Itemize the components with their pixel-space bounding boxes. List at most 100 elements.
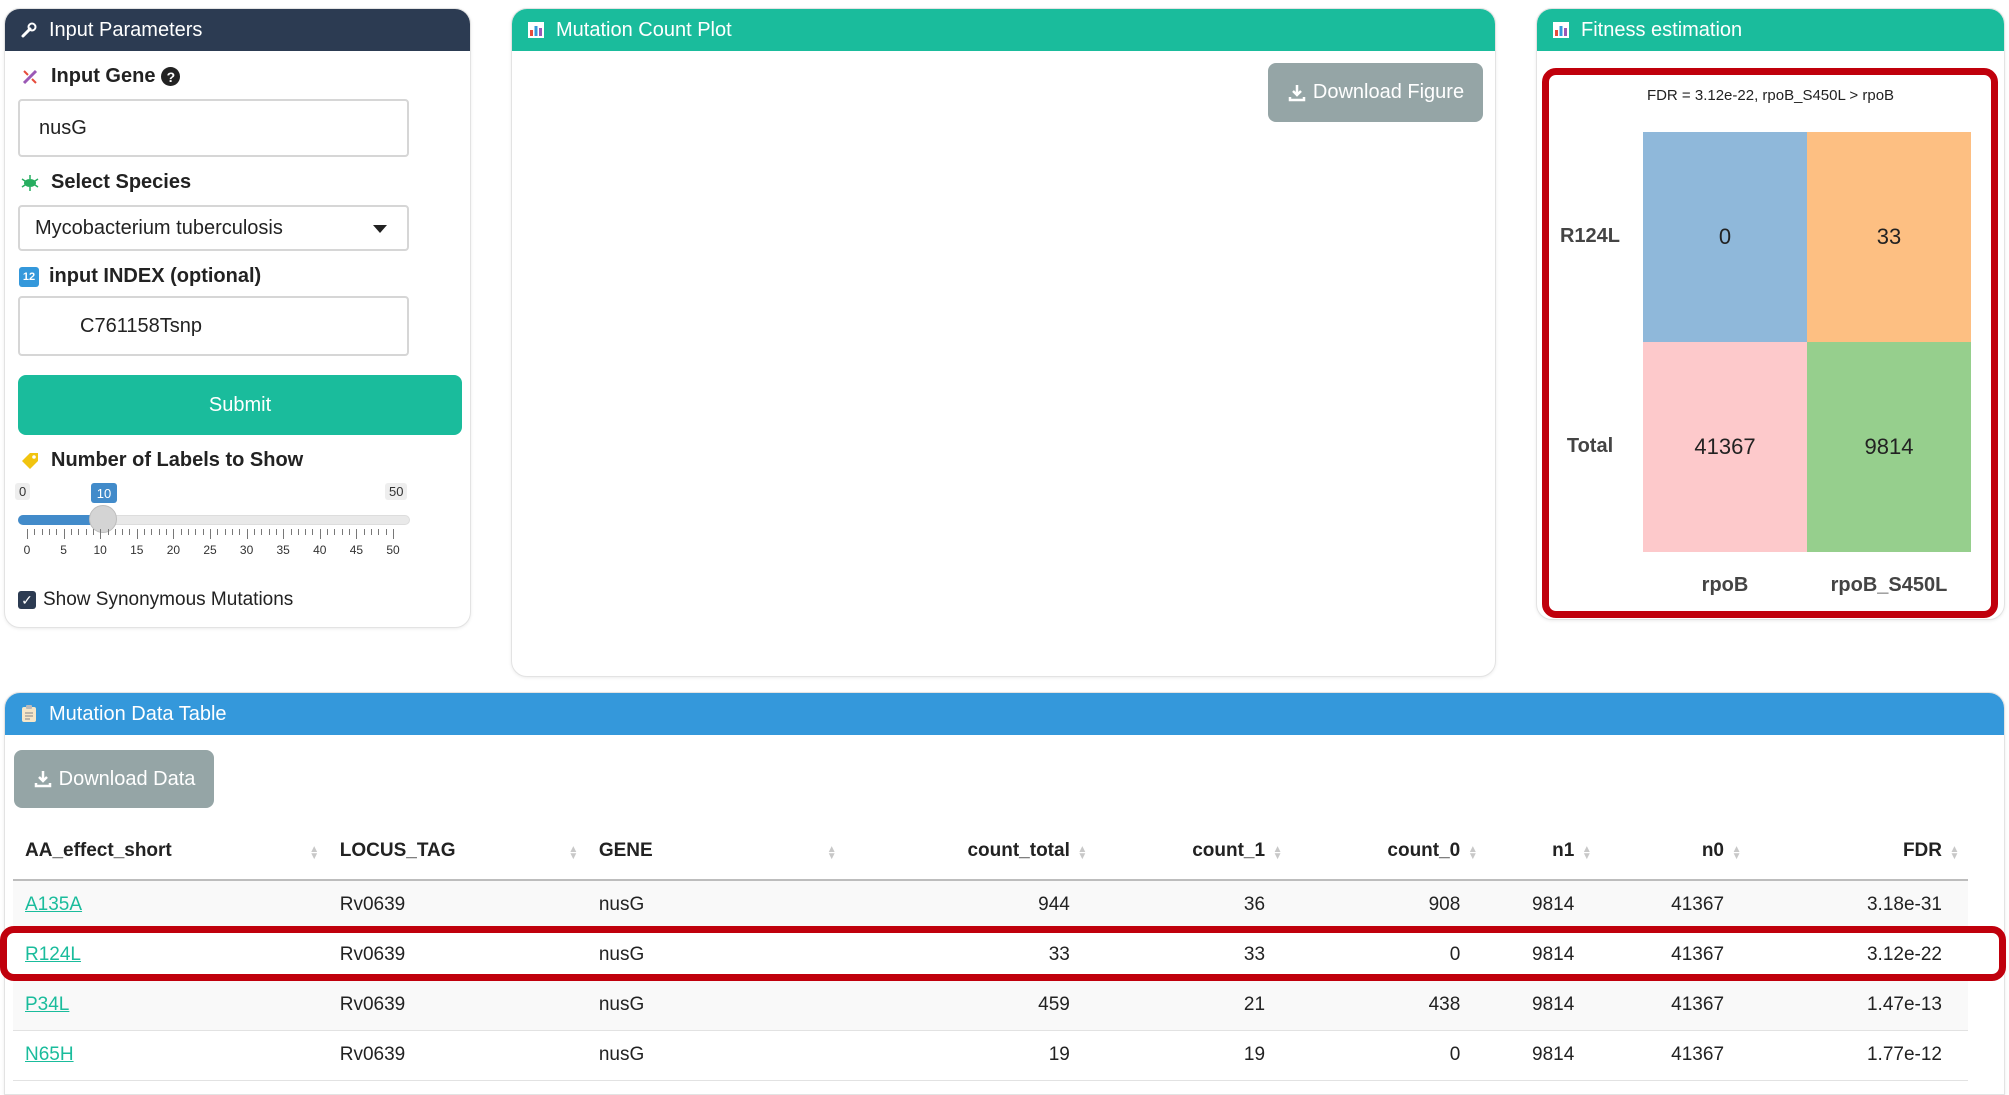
mutation-link[interactable]: R124L — [25, 944, 81, 965]
sort-icon[interactable]: ▲▼ — [826, 844, 838, 858]
fitness-caption: FDR = 3.12e-22, rpoB_S450L > rpoB — [1646, 87, 1895, 104]
slider-minor-tick — [341, 529, 343, 535]
mutation-count-plot-title: Mutation Count Plot — [556, 18, 732, 41]
slider-tick — [173, 529, 175, 539]
sort-icon[interactable]: ▲▼ — [1949, 844, 1960, 858]
slider-minor-tick — [312, 529, 314, 535]
slider-minor-tick — [78, 529, 80, 535]
table-row: P34L Rv0639 nusG 459 21 438 9814 41367 1.47e-13 — [13, 980, 1968, 1031]
slider-minor-tick — [305, 529, 307, 535]
sort-icon[interactable]: ▲▼ — [1467, 844, 1479, 858]
slider-minor-tick — [48, 529, 50, 535]
slider-minor-tick — [85, 529, 87, 535]
column-header-count-total[interactable]: count_total ▲▼ — [845, 822, 1096, 881]
slider-minor-tick — [217, 529, 219, 535]
slider-minor-tick — [202, 529, 204, 535]
slider-tick — [63, 529, 65, 539]
table-cell: N65H — [13, 1030, 328, 1081]
slider-minor-tick — [275, 529, 277, 535]
slider-minor-tick — [334, 529, 336, 535]
column-header-label: count_0 — [1387, 839, 1461, 861]
slider-tick-label: 35 — [276, 543, 290, 557]
slider-handle[interactable] — [89, 505, 117, 533]
input-parameters-header: Input Parameters — [5, 9, 470, 51]
heatmap-cell: 41367 — [1643, 342, 1807, 552]
slider-minor-tick — [290, 529, 292, 535]
column-header-label: count_1 — [1192, 839, 1266, 861]
slider-minor-tick — [371, 529, 373, 535]
help-icon[interactable]: ? — [161, 67, 181, 86]
slider-minor-tick — [224, 529, 226, 535]
download-figure-button[interactable]: Download Figure — [1268, 63, 1483, 122]
column-header-gene[interactable]: GENE ▲▼ — [586, 822, 846, 881]
column-header-label: AA_effect_short — [25, 839, 172, 861]
mutation-link[interactable]: A135A — [25, 894, 83, 916]
mutation-data-table-title: Mutation Data Table — [49, 702, 227, 725]
tag-icon — [19, 450, 41, 472]
sort-icon[interactable]: ▲▼ — [1272, 844, 1284, 858]
column-header-fdr[interactable]: FDR ▲▼ — [1750, 822, 1968, 881]
slider-minor-tick — [34, 529, 36, 535]
slider-minor-tick — [122, 529, 124, 535]
mutation-data-table: AA_effect_short ▲▼ LOCUS_TAG ▲▼ GENE ▲▼ count_… — [13, 822, 1968, 1081]
table-body: A135A Rv0639 nusG 944 36 908 9814 41367 3.18e-31… — [13, 880, 1968, 1081]
slider-tick-label: 20 — [166, 543, 181, 557]
labels-to-show-label: Number of Labels to Show — [19, 449, 303, 472]
synonymous-checkbox[interactable]: ✓ — [18, 591, 36, 609]
mutation-link[interactable]: P34L — [25, 994, 70, 1015]
column-header-locus-tag[interactable]: LOCUS_TAG ▲▼ — [327, 822, 587, 881]
table-cell: 3.12e-22 — [1750, 930, 1968, 981]
submit-button-label: Submit — [208, 393, 272, 416]
column-header-label: count_total — [967, 839, 1070, 861]
mutation-link[interactable]: N65H — [25, 1044, 74, 1065]
slider-tick — [319, 529, 321, 539]
table-cell: Rv0639 — [327, 1030, 587, 1081]
sort-icon[interactable]: ▲▼ — [1076, 844, 1088, 858]
gene-input[interactable]: nusG — [18, 99, 409, 157]
table-cell: 9814 — [1486, 980, 1601, 1031]
species-select[interactable]: Mycobacterium tuberculosis — [18, 205, 409, 251]
table-cell: 3.18e-31 — [1750, 880, 1968, 931]
submit-button[interactable]: Submit — [18, 375, 462, 435]
input-parameters-title: Input Parameters — [49, 18, 203, 41]
column-header-aa-effect-short[interactable]: AA_effect_short ▲▼ — [13, 822, 328, 881]
slider-tick — [393, 529, 394, 539]
table-cell: 41367 — [1600, 880, 1751, 931]
slider-minor-tick — [261, 529, 263, 535]
table-cell: Rv0639 — [327, 980, 587, 1031]
slider-minor-tick — [41, 529, 43, 535]
heatmap-cell: 33 — [1807, 132, 1971, 342]
slider-minor-tick — [151, 529, 153, 535]
column-header-label: GENE — [598, 839, 653, 861]
table-cell: 9814 — [1486, 930, 1601, 981]
slider-minor-tick — [327, 529, 329, 535]
table-cell: 9814 — [1486, 1030, 1601, 1081]
column-header-count-1[interactable]: count_1 ▲▼ — [1095, 822, 1292, 881]
download-icon — [34, 771, 51, 788]
index-input[interactable]: C761158Tsnp — [18, 296, 409, 356]
table-row: R124L Rv0639 nusG 33 33 0 9814 41367 3.12e-22 — [13, 930, 1968, 981]
slider-minor-tick — [158, 529, 160, 535]
species-select-value: Mycobacterium tuberculosis — [35, 216, 283, 239]
column-header-n0[interactable]: n0 ▲▼ — [1600, 822, 1751, 881]
column-header-n1[interactable]: n1 ▲▼ — [1486, 822, 1601, 881]
table-cell: nusG — [586, 880, 846, 931]
table-cell: 944 — [845, 880, 1096, 931]
table-cell: 19 — [845, 1030, 1096, 1081]
table-row: N65H Rv0639 nusG 19 19 0 9814 41367 1.77e-12 — [13, 1030, 1968, 1081]
input-gene-label: Input Gene ? — [19, 65, 181, 88]
column-header-count-0[interactable]: count_0 ▲▼ — [1291, 822, 1487, 881]
heatmap-row-label: Total — [1566, 435, 1614, 457]
table-cell: 19 — [1095, 1030, 1292, 1081]
sort-icon[interactable]: ▲▼ — [567, 844, 579, 858]
sort-icon[interactable]: ▲▼ — [308, 844, 320, 858]
sort-icon[interactable]: ▲▼ — [1581, 844, 1593, 858]
download-data-button[interactable]: Download Data — [14, 750, 214, 808]
slider-minor-tick — [70, 529, 72, 535]
table-cell: 41367 — [1600, 930, 1751, 981]
slider-minor-tick — [180, 529, 182, 535]
slider-minor-tick — [114, 529, 116, 535]
heatmap-cell: 0 — [1643, 132, 1807, 342]
sort-icon[interactable]: ▲▼ — [1731, 844, 1743, 858]
table-cell: 908 — [1291, 880, 1487, 931]
